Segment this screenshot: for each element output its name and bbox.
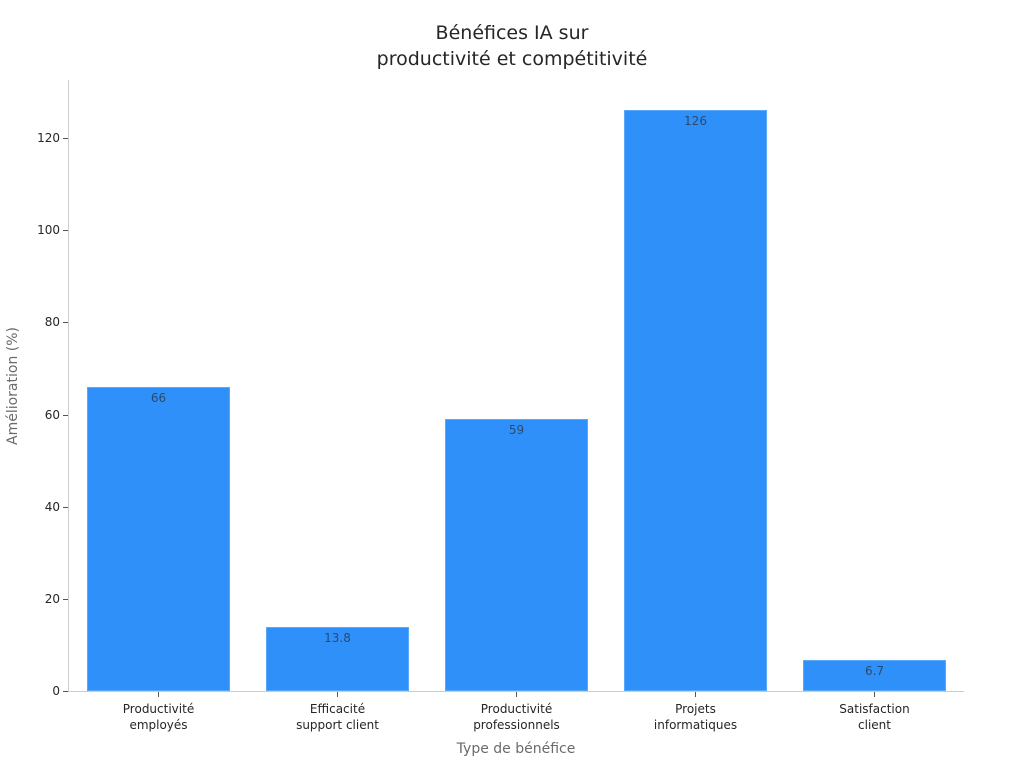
y-tick-mark [63, 414, 68, 416]
y-tick-mark [63, 322, 68, 324]
y-tick-label: 40 [44, 499, 60, 514]
bar[interactable]: 126 [624, 110, 767, 691]
bar-value-label: 126 [684, 114, 707, 129]
bar-value-label: 66 [150, 390, 167, 405]
x-tick: Productivité professionnels [437, 692, 597, 733]
y-tick-mark [63, 691, 68, 692]
y-tick-mark [63, 138, 68, 139]
bar-value-label: 59 [508, 423, 525, 438]
x-axis-line [68, 691, 964, 692]
y-tick-mark [63, 230, 68, 232]
y-tick-mark [63, 598, 68, 600]
bar-value-label: 13.8 [324, 631, 351, 646]
y-tick: 60 [0, 408, 68, 422]
y-axis-line [68, 80, 69, 692]
x-tick-label-line-1: Productivité [122, 702, 195, 716]
x-tick-mark [337, 692, 338, 697]
x-tick: Satisfaction client [795, 692, 955, 733]
bar[interactable]: 6.7 [803, 660, 946, 691]
y-tick-label: 60 [44, 407, 60, 422]
y-tick: 100 [0, 223, 68, 237]
x-tick-mark [695, 692, 696, 697]
y-axis-label: Amélioration (%) [5, 326, 21, 446]
chart-title: Bénéfices IA sur productivité et compéti… [0, 20, 1024, 72]
x-tick-label: Productivité employés [79, 701, 239, 733]
x-tick-label: Efficacité support client [258, 701, 418, 733]
y-tick-label: 80 [44, 315, 60, 330]
bar-value-label: 6.7 [864, 664, 885, 679]
x-tick-label-line-2: client [858, 718, 891, 732]
x-tick-mark [516, 692, 517, 697]
x-tick-mark [158, 692, 159, 697]
y-tick-label: 120 [37, 131, 60, 145]
x-tick: Projets informatiques [616, 692, 776, 733]
x-tick-label: Projets informatiques [616, 701, 776, 733]
y-tick-label: 100 [37, 223, 60, 238]
x-tick-mark [874, 692, 875, 697]
y-tick: 20 [0, 592, 68, 606]
x-tick-label: Productivité professionnels [437, 701, 597, 733]
y-tick-mark [63, 506, 68, 508]
x-tick: Efficacité support client [258, 692, 418, 733]
chart-title-line-1: Bénéfices IA sur [435, 22, 589, 44]
x-tick-label-line-1: Satisfaction [839, 702, 910, 716]
y-tick: 120 [0, 131, 68, 145]
x-tick: Productivité employés [79, 692, 239, 733]
chart-title-line-2: productivité et compétitivité [376, 48, 648, 70]
y-tick-label: 20 [44, 591, 60, 606]
x-tick-label: Satisfaction client [795, 701, 955, 733]
bar[interactable]: 59 [445, 419, 588, 691]
x-tick-label-line-1: Productivité [480, 702, 553, 716]
x-tick-label-line-1: Efficacité [309, 702, 366, 716]
y-tick: 0 [0, 684, 68, 698]
x-tick-label-line-1: Projets [675, 702, 716, 716]
bar[interactable]: 66 [87, 386, 230, 691]
y-tick-label: 0 [52, 684, 60, 698]
y-tick: 80 [0, 315, 68, 329]
x-tick-label-line-2: support client [296, 718, 379, 732]
x-tick-label-line-2: employés [129, 718, 188, 732]
x-tick-label-line-2: professionnels [473, 718, 560, 732]
bar[interactable]: 13.8 [266, 627, 409, 691]
x-axis-label: Type de bénéfice [456, 741, 576, 757]
y-tick: 40 [0, 500, 68, 514]
x-tick-label-line-2: informatiques [653, 718, 738, 732]
